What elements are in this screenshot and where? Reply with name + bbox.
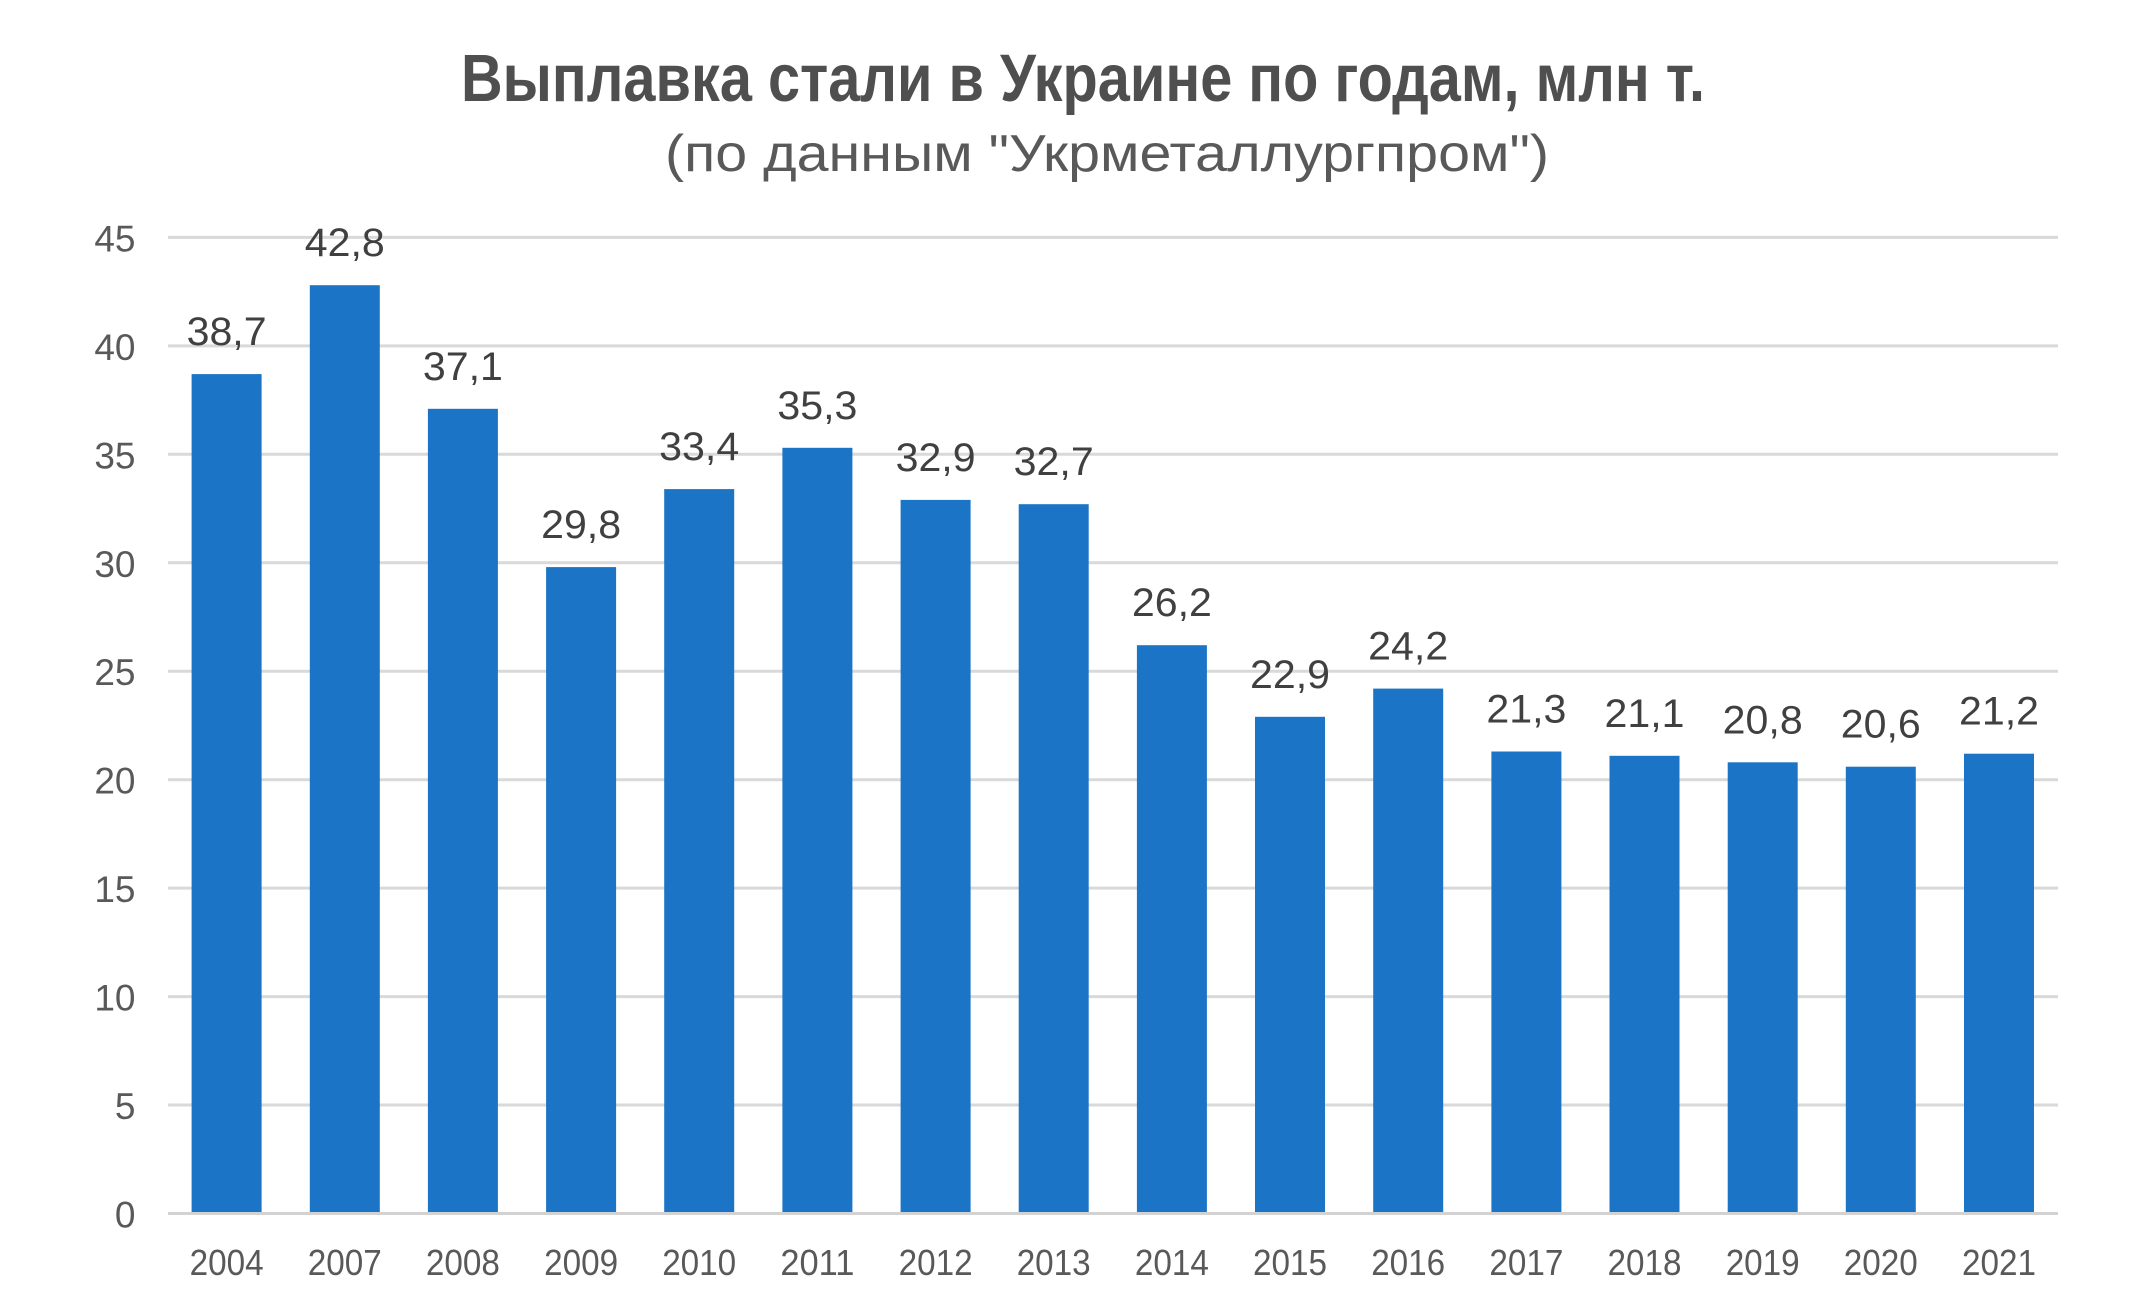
svg-text:35,3: 35,3 [777, 384, 857, 428]
svg-text:38,7: 38,7 [187, 310, 267, 354]
svg-text:24,2: 24,2 [1368, 625, 1448, 669]
svg-text:2015: 2015 [1253, 1243, 1327, 1283]
svg-text:15: 15 [94, 869, 135, 910]
svg-text:25: 25 [94, 652, 135, 693]
svg-text:26,2: 26,2 [1132, 581, 1212, 625]
svg-text:22,9: 22,9 [1250, 653, 1330, 697]
svg-text:20,8: 20,8 [1723, 698, 1803, 742]
svg-text:40: 40 [94, 327, 135, 368]
svg-text:30: 30 [94, 544, 135, 585]
svg-text:2021: 2021 [1962, 1243, 2036, 1283]
svg-text:2010: 2010 [662, 1243, 736, 1283]
svg-text:2009: 2009 [544, 1243, 618, 1283]
svg-text:2020: 2020 [1844, 1243, 1918, 1283]
svg-text:0: 0 [115, 1195, 136, 1236]
svg-text:2008: 2008 [426, 1243, 500, 1283]
svg-text:5: 5 [115, 1086, 136, 1127]
svg-text:2011: 2011 [780, 1243, 854, 1283]
svg-text:21,1: 21,1 [1605, 692, 1685, 736]
svg-text:(по данным "Укрметаллургпром"): (по данным "Укрметаллургпром") [665, 125, 1549, 183]
svg-text:32,9: 32,9 [896, 436, 976, 480]
svg-text:2004: 2004 [190, 1243, 264, 1283]
svg-text:21,2: 21,2 [1959, 690, 2039, 734]
svg-text:Выплавка стали в Украине по го: Выплавка стали в Украине по годам, млн т… [461, 41, 1705, 116]
svg-text:21,3: 21,3 [1486, 688, 1566, 732]
svg-text:20,6: 20,6 [1841, 703, 1921, 747]
svg-text:2012: 2012 [899, 1243, 973, 1283]
svg-text:2007: 2007 [308, 1243, 382, 1283]
svg-text:45: 45 [94, 218, 135, 259]
svg-text:33,4: 33,4 [659, 425, 739, 469]
svg-text:2016: 2016 [1371, 1243, 1445, 1283]
svg-text:32,7: 32,7 [1014, 440, 1094, 484]
svg-text:2017: 2017 [1489, 1243, 1563, 1283]
svg-text:2014: 2014 [1135, 1243, 1209, 1283]
svg-text:37,1: 37,1 [423, 345, 503, 389]
svg-text:10: 10 [94, 978, 135, 1019]
svg-text:2019: 2019 [1726, 1243, 1800, 1283]
svg-text:35: 35 [94, 435, 135, 476]
svg-text:2013: 2013 [1017, 1243, 1091, 1283]
svg-text:42,8: 42,8 [305, 221, 385, 265]
svg-text:29,8: 29,8 [541, 503, 621, 547]
svg-text:2018: 2018 [1608, 1243, 1682, 1283]
svg-text:20: 20 [94, 761, 135, 802]
